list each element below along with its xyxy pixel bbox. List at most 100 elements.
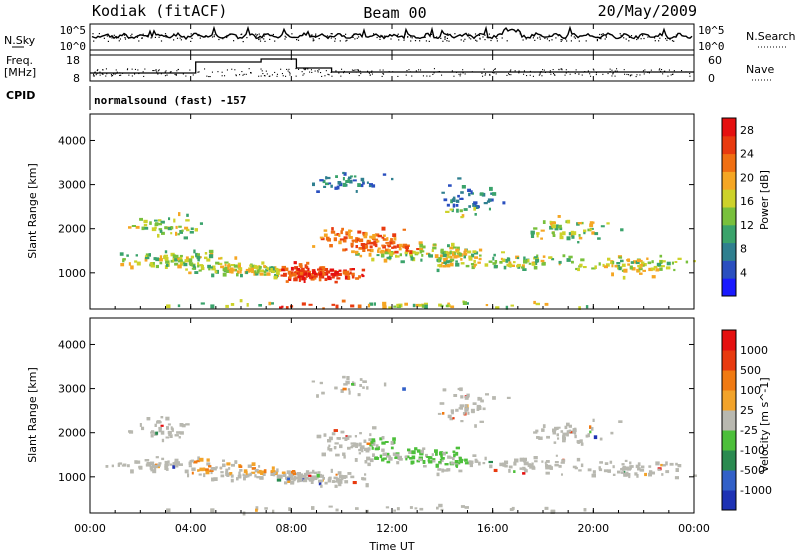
power-cell xyxy=(298,278,301,282)
velocity-cell xyxy=(382,457,387,460)
nave-dot xyxy=(295,68,297,70)
power-cell xyxy=(371,257,375,262)
power-cell xyxy=(377,234,382,238)
velocity-cell xyxy=(531,466,536,470)
nsearch-dot xyxy=(327,36,330,38)
power-cell xyxy=(402,243,408,248)
nsearch-dot xyxy=(604,38,606,40)
power-cell xyxy=(119,252,124,256)
nsearch-dot xyxy=(180,39,182,41)
velocity-cell xyxy=(337,471,342,475)
velocity-cell xyxy=(553,441,557,444)
power-cell xyxy=(255,273,259,276)
power-cell xyxy=(186,213,189,217)
nsearch-dot xyxy=(138,40,140,42)
nave-dot xyxy=(506,74,508,76)
nsearch-dot xyxy=(592,36,594,38)
velocity-cell xyxy=(297,473,301,478)
velocity-cell xyxy=(470,408,475,413)
power-cell xyxy=(387,245,390,248)
velocity-cell xyxy=(618,420,623,423)
nsearch-dot xyxy=(190,40,192,42)
power-cell xyxy=(467,250,472,254)
velocity-cell xyxy=(390,446,394,450)
power-cell xyxy=(212,265,216,268)
velocity-cell xyxy=(447,414,452,419)
velocity-cell xyxy=(572,428,576,432)
nsearch-dot xyxy=(358,36,360,38)
velocity-cell xyxy=(166,426,169,430)
power-cell xyxy=(208,254,214,259)
velocity-cell xyxy=(508,465,513,469)
power-cell xyxy=(453,255,458,259)
colorbar-tick-label: 4 xyxy=(740,266,747,279)
nave-dot xyxy=(631,74,633,76)
power-cell xyxy=(334,270,339,275)
power-cell xyxy=(393,245,397,249)
velocity-cell xyxy=(164,463,169,467)
power-cell xyxy=(381,236,385,239)
power-cell xyxy=(306,261,310,265)
nave-dot xyxy=(609,68,611,70)
power-cell xyxy=(558,260,562,264)
nsearch-dot xyxy=(199,37,201,39)
power-cell xyxy=(334,186,338,190)
power-cell xyxy=(455,199,460,203)
nave-dot xyxy=(93,73,95,75)
power-cell xyxy=(461,185,466,189)
power-cell xyxy=(347,178,350,182)
velocity-cell xyxy=(244,474,248,478)
power-cell xyxy=(349,179,353,184)
velocity-cell xyxy=(193,460,198,464)
nsearch-dot xyxy=(496,38,498,40)
power-cell xyxy=(177,304,181,308)
nave-dot xyxy=(382,69,384,71)
power-cell xyxy=(308,273,312,277)
nsearch-dot xyxy=(165,36,167,38)
power-cell xyxy=(623,268,628,273)
colorbar-tick-label: 1000 xyxy=(740,344,768,357)
velocity-cell xyxy=(239,474,242,478)
nsearch-dot xyxy=(346,39,348,41)
nave-dot xyxy=(541,75,543,77)
velocity-cell xyxy=(677,464,682,468)
nave-dot xyxy=(549,70,551,72)
velocity-cell xyxy=(484,456,487,461)
velocity-cell xyxy=(290,470,294,475)
velocity-cell xyxy=(612,465,615,469)
velocity-cell xyxy=(141,426,145,431)
power-cell xyxy=(281,305,284,308)
velocity-cell xyxy=(369,458,374,463)
velocity-cell xyxy=(552,428,557,433)
velocity-cell xyxy=(411,460,415,464)
velocity-cell xyxy=(337,481,340,484)
power-cell xyxy=(487,198,492,202)
nsearch-dot xyxy=(448,40,450,42)
velocity-cell xyxy=(247,464,252,468)
velocity-cell xyxy=(341,477,344,481)
velocity-cell xyxy=(149,461,155,465)
velocity-cell xyxy=(164,460,169,465)
power-cell xyxy=(523,259,528,264)
power-cell xyxy=(307,270,311,274)
velocity-cell xyxy=(150,434,154,438)
velocity-cell xyxy=(479,420,484,423)
power-cell xyxy=(404,245,409,249)
nave-dot xyxy=(271,74,273,76)
nave-dot xyxy=(662,73,664,75)
power-cell xyxy=(338,233,341,237)
power-cell xyxy=(442,253,447,258)
nave-dot xyxy=(602,73,604,75)
power-cell xyxy=(233,264,238,268)
power-cell xyxy=(502,201,506,205)
nsearch-dot xyxy=(479,37,481,39)
power-cell xyxy=(597,237,601,240)
velocity-cell xyxy=(562,432,567,436)
nave-dot xyxy=(105,68,107,70)
nave-dot xyxy=(258,75,260,77)
nsearch-dot xyxy=(345,33,347,35)
nave-dot xyxy=(305,68,307,70)
velocity-cell xyxy=(636,474,639,478)
power-cell xyxy=(448,184,452,187)
power-cell xyxy=(505,305,509,310)
